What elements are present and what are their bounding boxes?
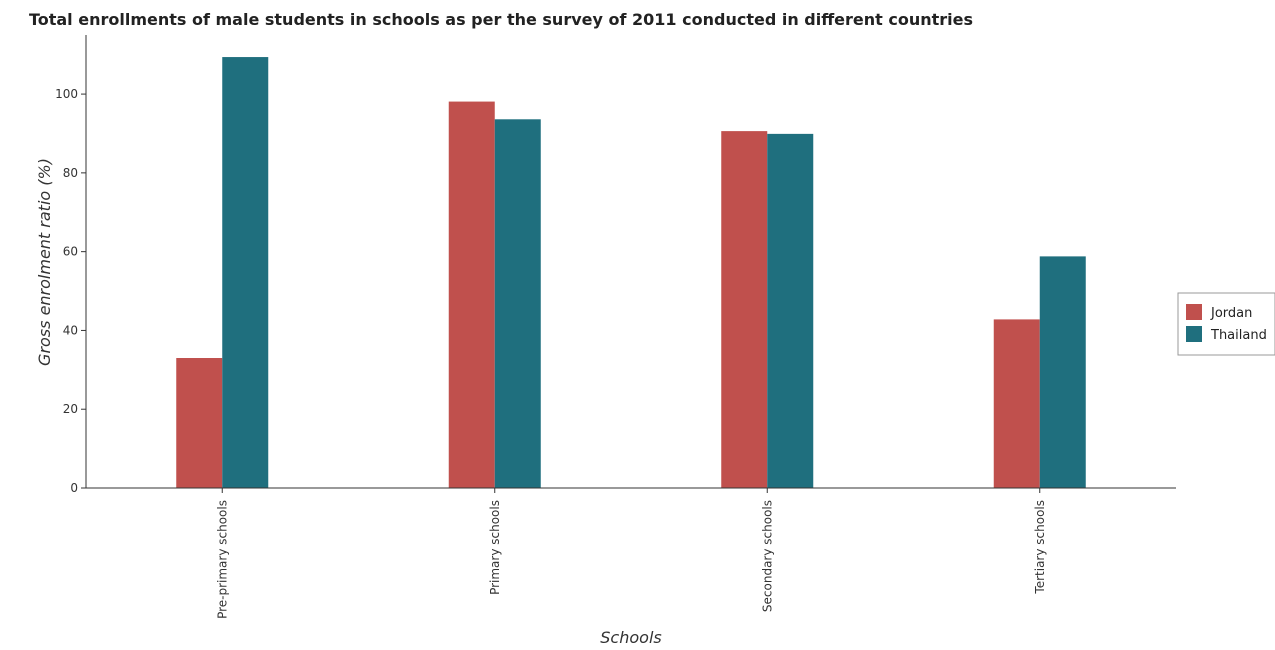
plot-area	[176, 57, 1086, 489]
legend-box	[1177, 292, 1275, 356]
x-tick-label: Primary schools	[488, 500, 502, 595]
bar-thailand-1	[494, 119, 541, 488]
bar-thailand-3	[1039, 256, 1086, 488]
legend: Jordan Thailand	[1177, 292, 1275, 356]
x-tick-label: Pre-primary schools	[215, 500, 229, 619]
bar-thailand-0	[222, 57, 269, 488]
x-axis-ticks: Pre-primary schools Primary schools Second…	[215, 488, 1047, 619]
legend-swatch-thailand	[1186, 326, 1202, 342]
y-tick-label: 60	[63, 245, 78, 259]
y-axis-label: Gross enrolment ratio (%)	[35, 158, 54, 366]
chart-title: Total enrollments of male students in sc…	[29, 10, 973, 29]
x-tick-label: Secondary schools	[760, 500, 774, 612]
legend-label-thailand: Thailand	[1210, 328, 1267, 343]
bar-jordan-3	[993, 319, 1040, 488]
y-axis-ticks: 0 20 40 60 80 100	[55, 87, 86, 495]
y-tick-label: 40	[63, 323, 78, 337]
y-tick-label: 0	[70, 481, 78, 495]
bar-jordan-1	[448, 101, 495, 489]
y-tick-label: 100	[55, 87, 78, 101]
y-tick-label: 20	[63, 402, 78, 416]
legend-label-jordan: Jordan	[1210, 306, 1252, 321]
bar-jordan-0	[176, 358, 223, 488]
legend-swatch-jordan	[1186, 304, 1202, 320]
x-tick-label: Tertiary schools	[1033, 500, 1047, 595]
x-axis-label: Schools	[600, 628, 661, 647]
bar-thailand-2	[767, 133, 814, 488]
bar-jordan-2	[721, 131, 768, 488]
y-tick-label: 80	[63, 166, 78, 180]
